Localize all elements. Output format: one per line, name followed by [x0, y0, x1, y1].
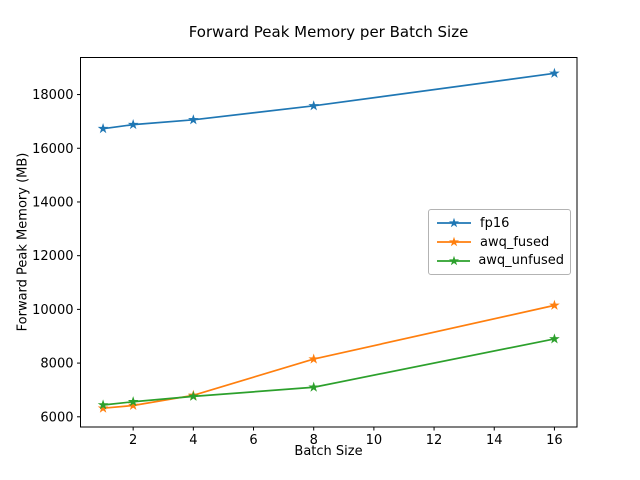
data-point-awq_unfused-8: [308, 381, 320, 392]
series-line-awq_unfused: [102, 338, 556, 406]
legend-item-fp16: fp16: [436, 214, 564, 233]
x-tick-label: 16: [546, 433, 563, 448]
x-axis-label: Batch Size: [294, 444, 363, 459]
x-tick-label: 4: [189, 433, 197, 448]
y-tick-label: 12000: [32, 249, 73, 264]
x-tick-label: 12: [426, 433, 443, 448]
legend-marker-awq_fused: [437, 236, 471, 247]
data-point-awq_fused-16: [549, 299, 560, 310]
data-point-awq_unfused-16: [549, 333, 560, 344]
series-line-awq_fused: [102, 304, 556, 410]
data-point-awq_fused-1: [97, 402, 109, 413]
y-tick-label: 10000: [32, 303, 73, 318]
x-tick-label: 10: [366, 433, 383, 448]
legend-label-awq_unfused: awq_unfused: [478, 253, 564, 269]
y-tick-label: 8000: [40, 357, 73, 372]
chart-title: Forward Peak Memory per Batch Size: [188, 23, 469, 41]
legend-label-awq_fused: awq_fused: [480, 234, 550, 250]
plot-border: [80, 57, 578, 428]
data-point-fp16-8: [308, 100, 320, 111]
data-point-awq_unfused-1: [97, 399, 109, 410]
data-point-fp16-1: [97, 123, 109, 134]
x-tick-label: 14: [486, 433, 503, 448]
x-tick-label: 6: [249, 433, 257, 448]
y-tick-label: 18000: [32, 88, 73, 103]
legend-item-awq_fused: awq_fused: [436, 233, 564, 252]
data-point-fp16-2: [127, 119, 139, 130]
legend-label-fp16: fp16: [480, 215, 510, 231]
legend-marker-awq_unfused: [437, 255, 471, 265]
y-axis-label: Forward Peak Memory (MB): [15, 152, 31, 332]
series-line-fp16: [102, 72, 556, 130]
data-point-fp16-16: [549, 67, 560, 78]
data-point-awq_unfused-4: [188, 390, 199, 401]
legend-item-awq_unfused: awq_unfused: [436, 251, 564, 270]
y-tick-label: 16000: [32, 142, 73, 157]
y-tick-label: 14000: [32, 195, 73, 210]
data-point-awq_unfused-2: [127, 396, 139, 407]
legend: fp16 awq_fused awq_unfused: [428, 209, 571, 275]
y-tick-label: 6000: [40, 410, 73, 425]
x-tick-label: 2: [129, 433, 137, 448]
legend-marker-fp16: [437, 218, 471, 228]
data-point-fp16-4: [188, 114, 199, 125]
x-tick-label: 8: [310, 433, 318, 448]
data-point-awq_fused-8: [308, 353, 320, 364]
data-point-awq_fused-2: [127, 399, 139, 411]
